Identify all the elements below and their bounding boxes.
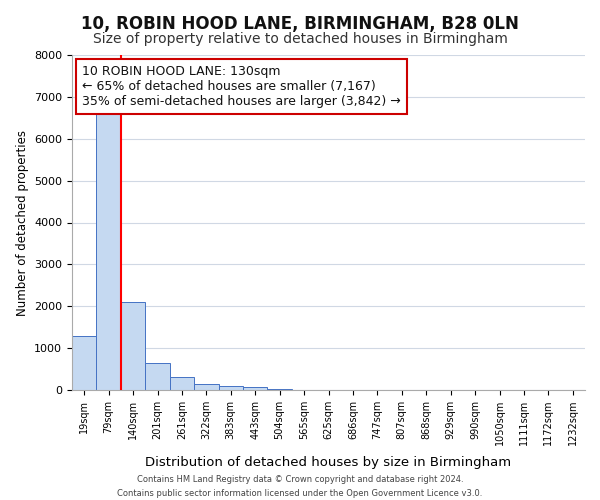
Bar [194, 384, 218, 390]
Text: 10, ROBIN HOOD LANE, BIRMINGHAM, B28 0LN: 10, ROBIN HOOD LANE, BIRMINGHAM, B28 0LN [81, 15, 519, 33]
Bar [243, 388, 268, 390]
Bar [72, 336, 97, 390]
Text: Contains HM Land Registry data © Crown copyright and database right 2024.
Contai: Contains HM Land Registry data © Crown c… [118, 474, 482, 498]
Bar [170, 378, 194, 390]
Y-axis label: Number of detached properties: Number of detached properties [16, 130, 29, 316]
Bar [268, 388, 292, 390]
Bar [145, 363, 170, 390]
Bar [121, 302, 145, 390]
Bar [218, 386, 243, 390]
Bar [97, 114, 121, 390]
Text: 10 ROBIN HOOD LANE: 130sqm
← 65% of detached houses are smaller (7,167)
35% of s: 10 ROBIN HOOD LANE: 130sqm ← 65% of deta… [82, 65, 401, 108]
X-axis label: Distribution of detached houses by size in Birmingham: Distribution of detached houses by size … [145, 456, 512, 469]
Text: Size of property relative to detached houses in Birmingham: Size of property relative to detached ho… [92, 32, 508, 46]
